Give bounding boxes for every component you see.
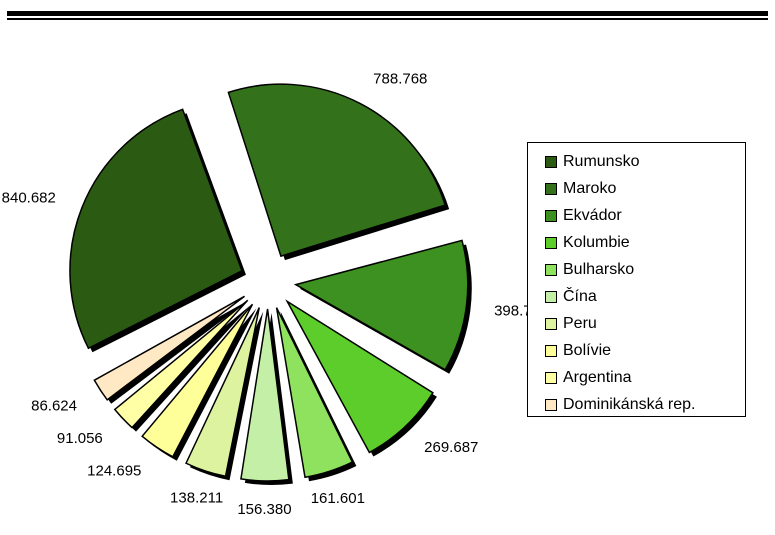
data-label: 138.211: [170, 490, 223, 507]
pie-slice: [285, 299, 434, 454]
legend-swatch: [545, 155, 557, 168]
legend-label: Maroko: [563, 179, 617, 197]
legend-label: Bulharsko: [563, 260, 635, 278]
pie-slice: [240, 308, 290, 482]
pie-slice: [185, 307, 260, 478]
legend-label: Ekvádor: [563, 206, 622, 224]
legend-item: Bolívie: [545, 337, 745, 364]
legend-item: Peru: [545, 310, 745, 337]
data-label: 840.682: [2, 189, 56, 206]
top-rule-thin: [7, 18, 768, 20]
data-label: 269.687: [424, 439, 478, 456]
legend-item: Maroko: [545, 175, 745, 202]
legend-item: Bulharsko: [545, 256, 745, 283]
pie-slice: [69, 108, 243, 350]
legend-swatch: [545, 182, 557, 195]
legend-item: Dominikánská rep.: [545, 391, 745, 418]
legend-item: Argentina: [545, 364, 745, 391]
legend-swatch: [545, 263, 557, 276]
data-label: 124.695: [87, 463, 141, 480]
legend-swatch: [545, 398, 557, 411]
legend-item: Ekvádor: [545, 202, 745, 229]
legend-label: Peru: [563, 314, 597, 332]
legend-swatch: [545, 317, 557, 330]
legend-label: Rumunsko: [563, 152, 640, 170]
legend-label: Argentina: [563, 368, 632, 386]
legend-swatch: [545, 236, 557, 249]
data-label: 86.624: [31, 398, 77, 415]
legend-swatch: [545, 344, 557, 357]
legend-swatch: [545, 290, 557, 303]
pie-slice: [113, 299, 249, 429]
data-label: 161.601: [311, 490, 365, 507]
legend-label: Kolumbie: [563, 233, 630, 251]
legend-item: Kolumbie: [545, 229, 745, 256]
pie-slice: [275, 307, 354, 479]
data-label: 156.380: [237, 501, 291, 518]
legend-label: Čína: [563, 287, 597, 305]
data-label: 91.056: [57, 430, 103, 447]
pie-slice: [93, 295, 245, 401]
pie-slice: [141, 303, 254, 458]
pie-slice: [293, 239, 469, 371]
legend-item: Čína: [545, 283, 745, 310]
legend-swatch: [545, 371, 557, 384]
pie-slice: [227, 83, 447, 258]
legend-item: Rumunsko: [545, 148, 745, 175]
legend-label: Bolívie: [563, 341, 612, 359]
legend-label: Dominikánská rep.: [563, 395, 696, 413]
top-rule-thick: [7, 11, 768, 16]
legend-swatch: [545, 209, 557, 222]
data-label: 788.768: [373, 71, 427, 88]
chart-legend: Rumunsko Maroko Ekvádor Kolumbie Bulharsko Čí…: [527, 142, 746, 417]
